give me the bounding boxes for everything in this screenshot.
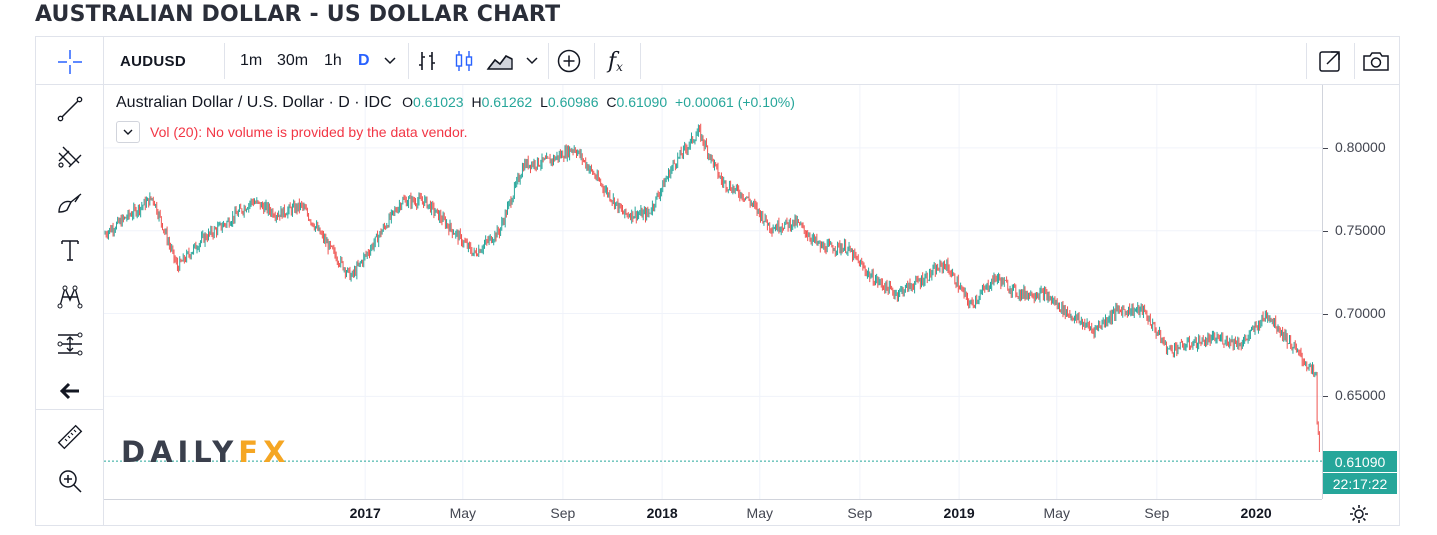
legend-high: 0.61262	[481, 94, 533, 110]
function-icon: f	[608, 48, 617, 74]
ruler-icon	[57, 424, 83, 450]
price-axis[interactable]: 0.80000 0.75000 0.70000 0.65000	[1322, 85, 1400, 499]
time-axis[interactable]: 2017 May Sep 2018 May Sep 2019 May Sep 2020	[104, 499, 1322, 526]
open-fullscreen-button[interactable]	[1318, 37, 1342, 85]
interval-dropdown[interactable]	[384, 37, 396, 85]
time-tick-label: May	[1043, 505, 1070, 521]
prediction-tool[interactable]	[50, 326, 90, 362]
time-tick-label: 2020	[1240, 505, 1272, 521]
legend-symbol-name: Australian Dollar / U.S. Dollar · D · ID…	[116, 94, 392, 111]
pattern-tool[interactable]	[50, 279, 90, 315]
price-tick-label: 0.80000	[1335, 138, 1386, 155]
legend-change: +0.00061 (+0.10%)	[675, 94, 795, 110]
bars-icon	[419, 52, 435, 70]
chevron-down-icon	[123, 129, 133, 135]
zoom-tool[interactable]	[50, 463, 90, 499]
candles-style-button[interactable]	[452, 37, 476, 85]
arrow-left-icon	[59, 382, 79, 400]
chevron-down-icon	[384, 57, 396, 65]
ruler-tool[interactable]	[50, 419, 90, 455]
text-tool[interactable]	[50, 232, 90, 268]
time-tick-label: May	[746, 505, 773, 521]
time-tick-label: Sep	[847, 505, 873, 521]
price-tick-label: 0.70000	[1335, 304, 1386, 321]
price-tick-label: 0.65000	[1335, 387, 1386, 404]
current-price-tag: 0.61090	[1323, 451, 1397, 473]
time-tick-label: 2018	[646, 505, 678, 521]
trend-line-icon	[57, 96, 83, 122]
price-chart[interactable]	[104, 85, 1322, 499]
volume-legend: Vol (20): No volume is provided by the d…	[116, 121, 468, 143]
settings-gear-icon[interactable]	[1348, 503, 1370, 525]
time-tick-label: May	[449, 505, 477, 521]
chevron-down-icon	[526, 57, 538, 65]
candles-icon	[455, 51, 473, 71]
bar-countdown-tag: 22:17:22	[1323, 473, 1397, 495]
brush-icon	[58, 193, 82, 213]
time-tick-label: 2017	[349, 505, 381, 521]
external-link-icon	[1319, 51, 1340, 72]
legend-close: 0.61090	[616, 94, 668, 110]
snapshot-button[interactable]	[1362, 37, 1390, 85]
time-tick-label: Sep	[1144, 505, 1170, 521]
zoom-in-icon	[59, 470, 82, 493]
time-tick-label: 2019	[943, 505, 975, 521]
time-tick-label: Sep	[550, 505, 576, 521]
camera-icon	[1363, 52, 1389, 71]
page-title: AUSTRALIAN DOLLAR - US DOLLAR CHART	[35, 2, 561, 27]
dailyfx-logo: DAILYFX	[121, 435, 291, 469]
legend-low: 0.60986	[547, 94, 599, 110]
volume-note: Vol (20): No volume is provided by the d…	[150, 124, 468, 140]
interval-30m[interactable]: 30m	[277, 52, 309, 69]
crosshair-tool[interactable]	[50, 44, 90, 80]
chart-legend: Australian Dollar / U.S. Dollar · D · ID…	[116, 94, 795, 111]
compare-button[interactable]	[556, 37, 582, 85]
crosshair-icon	[58, 50, 82, 74]
drawing-toolbar	[36, 37, 104, 525]
legend-collapse-toggle[interactable]	[116, 121, 140, 143]
price-tick-label: 0.75000	[1335, 221, 1386, 238]
symbol-search[interactable]: AUDUSD	[120, 52, 186, 70]
brush-tool[interactable]	[50, 185, 90, 221]
legend-open: 0.61023	[412, 94, 464, 110]
plus-circle-icon	[557, 49, 581, 73]
back-button[interactable]	[50, 373, 90, 409]
pattern-icon	[57, 285, 83, 309]
measure-range-icon	[57, 332, 83, 356]
area-chart-icon	[486, 54, 513, 70]
style-dropdown[interactable]	[526, 37, 538, 85]
text-icon	[61, 240, 79, 261]
function-icon-subscript: x	[616, 60, 623, 74]
pitchfork-icon	[58, 146, 82, 168]
trend-line-tool[interactable]	[50, 91, 90, 127]
interval-1m[interactable]: 1m	[240, 52, 263, 69]
fib-tool[interactable]	[50, 138, 90, 174]
area-style-button[interactable]	[486, 37, 514, 85]
interval-1h[interactable]: 1h	[324, 52, 342, 69]
interval-d[interactable]: D	[358, 52, 370, 69]
bar-style-button[interactable]	[416, 37, 440, 85]
